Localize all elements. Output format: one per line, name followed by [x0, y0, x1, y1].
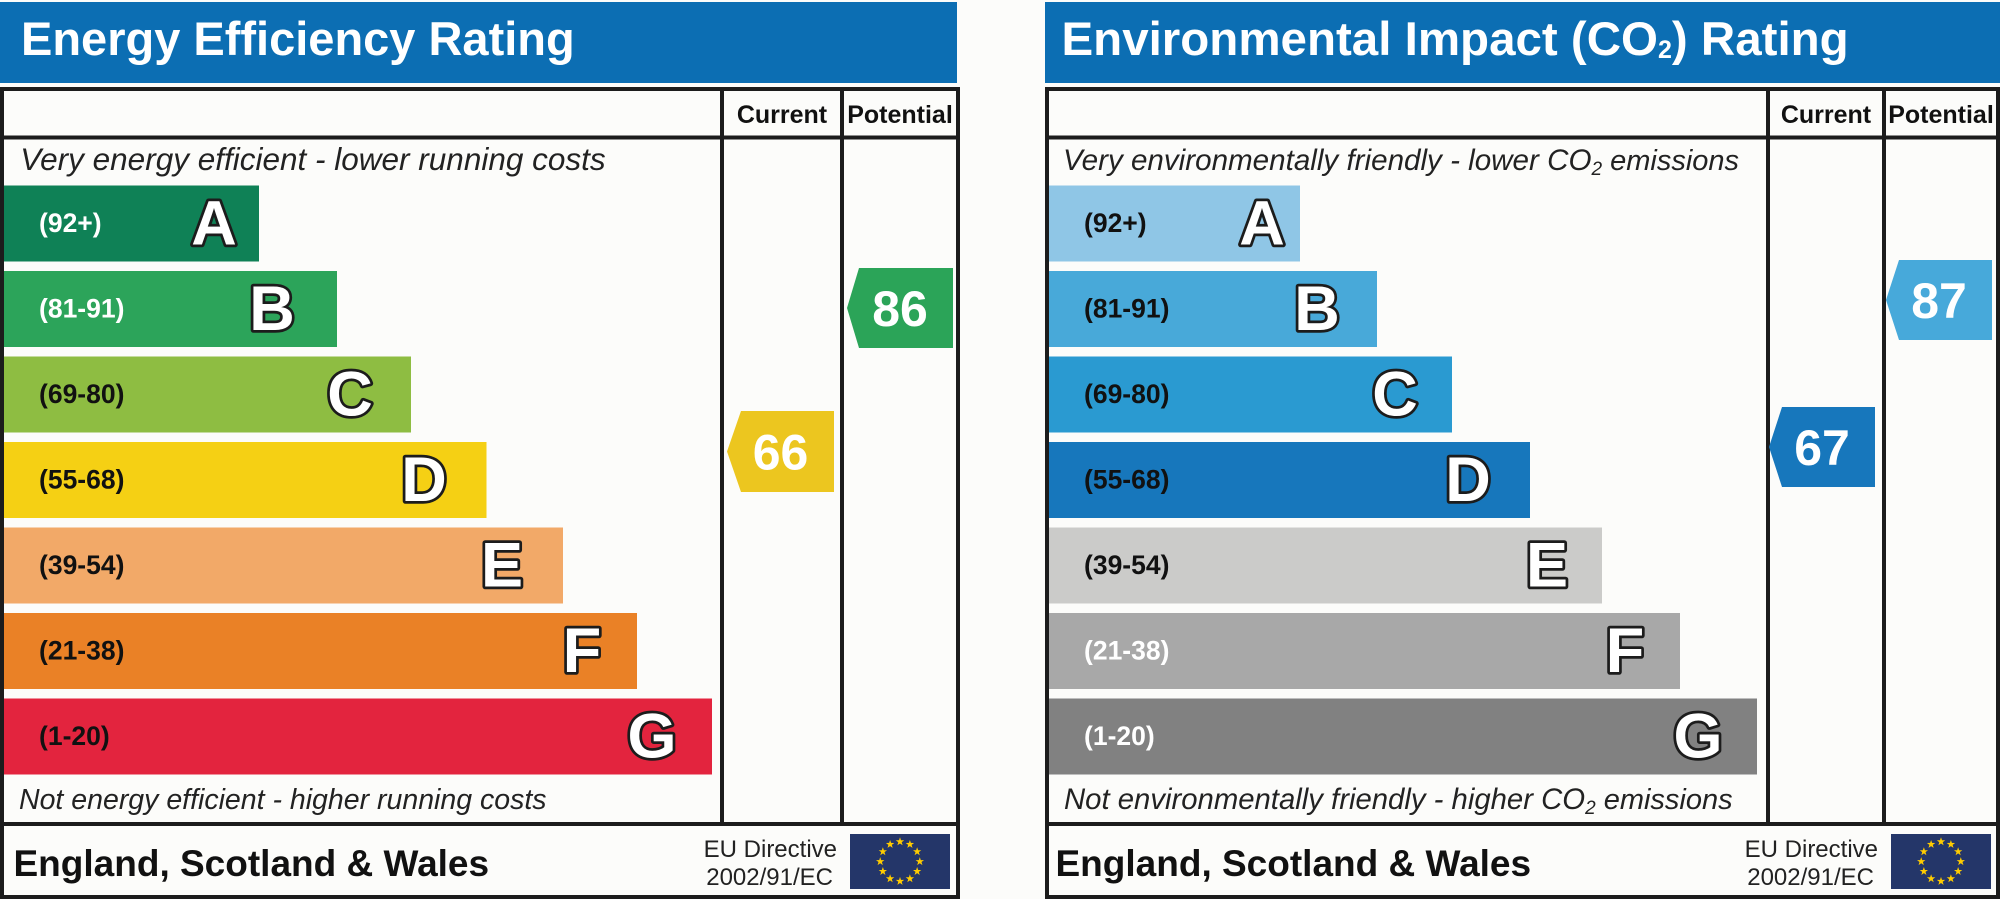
svg-text:E: E — [481, 531, 523, 601]
svg-text:Potential: Potential — [1888, 101, 1994, 129]
svg-text:England, Scotland & Wales: England, Scotland & Wales — [14, 843, 490, 884]
svg-text:Current: Current — [1781, 101, 1872, 129]
svg-text:England, Scotland & Wales: England, Scotland & Wales — [1056, 843, 1532, 884]
svg-text:D: D — [1445, 445, 1491, 515]
svg-text:Potential: Potential — [847, 101, 953, 129]
svg-text:(55-68): (55-68) — [39, 465, 124, 495]
svg-text:2002/91/EC: 2002/91/EC — [1747, 864, 1874, 891]
svg-text:(69-80): (69-80) — [39, 379, 124, 409]
svg-text:(55-68): (55-68) — [1084, 465, 1169, 495]
svg-text:F: F — [563, 616, 601, 686]
svg-text:Very environmentally friendly: Very environmentally friendly - lower CO… — [1063, 144, 1739, 180]
svg-text:D: D — [401, 445, 447, 515]
svg-text:2002/91/EC: 2002/91/EC — [706, 864, 833, 891]
svg-text:(92+): (92+) — [1084, 208, 1147, 238]
svg-text:EU Directive: EU Directive — [1745, 836, 1878, 863]
svg-text:F: F — [1606, 616, 1644, 686]
svg-text:E: E — [1526, 531, 1568, 601]
svg-text:(39-54): (39-54) — [1084, 550, 1169, 580]
svg-text:(1-20): (1-20) — [39, 721, 110, 751]
svg-text:Not energy efficient - higher: Not energy efficient - higher running co… — [19, 784, 547, 816]
svg-text:G: G — [627, 702, 676, 772]
svg-text:(21-38): (21-38) — [39, 636, 124, 666]
svg-text:Energy Efficiency Rating: Energy Efficiency Rating — [21, 12, 575, 65]
svg-text:B: B — [1294, 274, 1340, 344]
svg-text:(69-80): (69-80) — [1084, 379, 1169, 409]
svg-text:A: A — [191, 189, 237, 259]
svg-text:Not environmentally friendly -: Not environmentally friendly - higher CO… — [1064, 783, 1733, 819]
svg-text:EU Directive: EU Directive — [704, 836, 837, 863]
svg-text:66: 66 — [753, 425, 809, 481]
svg-text:(81-91): (81-91) — [1084, 294, 1169, 324]
svg-text:(81-91): (81-91) — [39, 294, 124, 324]
svg-text:G: G — [1673, 702, 1722, 772]
svg-text:67: 67 — [1794, 420, 1850, 476]
svg-text:86: 86 — [872, 281, 928, 337]
svg-text:Environmental Impact (CO2) Rat: Environmental Impact (CO2) Rating — [1062, 13, 1849, 66]
svg-text:C: C — [327, 360, 373, 430]
svg-text:(21-38): (21-38) — [1084, 636, 1169, 666]
svg-text:B: B — [249, 274, 295, 344]
svg-text:87: 87 — [1911, 273, 1967, 329]
svg-text:C: C — [1372, 360, 1418, 430]
svg-text:A: A — [1239, 189, 1285, 259]
svg-text:(92+): (92+) — [39, 208, 102, 238]
svg-text:Current: Current — [737, 101, 828, 129]
svg-text:Very energy efficient - lower: Very energy efficient - lower running co… — [20, 141, 606, 177]
svg-text:(39-54): (39-54) — [39, 550, 124, 580]
svg-text:(1-20): (1-20) — [1084, 721, 1155, 751]
